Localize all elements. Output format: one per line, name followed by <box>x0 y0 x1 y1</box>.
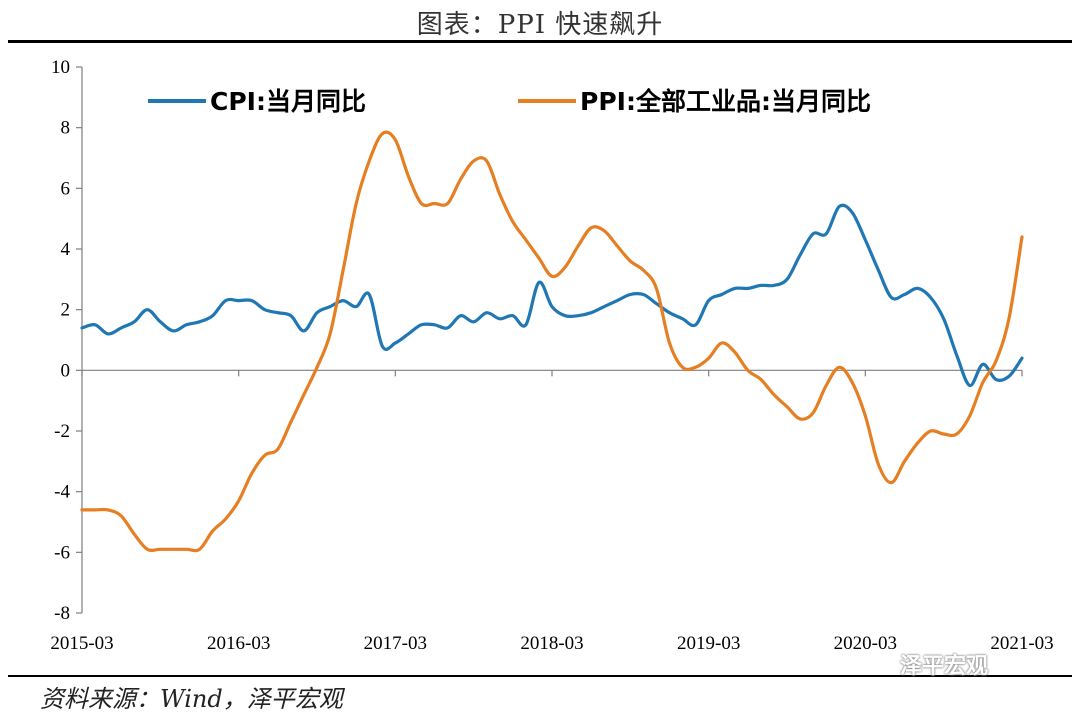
y-tick-label: -6 <box>54 542 70 563</box>
x-axis-ticks: 2015-03 2016-03 2017-03 2018-03 2019-03 2020-… <box>50 370 1054 654</box>
series-line-cpi <box>80 203 1024 388</box>
x-tick-label: 2015-03 <box>50 633 113 654</box>
y-axis-ticks: -8 -6 -4 -2 0 2 4 6 8 10 <box>51 57 82 624</box>
y-tick-label: -2 <box>54 421 70 442</box>
x-tick-label: 2021-03 <box>990 633 1053 654</box>
chart-title: 图表：PPI 快速飙升 <box>416 10 664 40</box>
legend: CPI:当月同比 PPI:全部工业品:当月同比 <box>148 87 871 116</box>
y-tick-label: 2 <box>61 300 71 321</box>
x-tick-label: 2018-03 <box>520 633 583 654</box>
x-tick-label: 2019-03 <box>677 633 740 654</box>
watermark: 泽平宏观 <box>900 654 989 679</box>
y-tick-label: 10 <box>51 57 70 78</box>
y-tick-label: 0 <box>61 360 71 381</box>
x-tick-label: 2020-03 <box>834 633 897 654</box>
legend-label: CPI:当月同比 <box>210 87 366 116</box>
x-tick-label: 2017-03 <box>364 633 427 654</box>
x-tick-label: 2016-03 <box>207 633 270 654</box>
axes <box>81 67 1022 613</box>
top-rule <box>8 40 1072 43</box>
legend-label: PPI:全部工业品:当月同比 <box>580 87 871 116</box>
y-tick-label: 4 <box>61 239 71 260</box>
series-lines <box>80 130 1024 553</box>
y-tick-label: -8 <box>54 603 70 624</box>
bottom-rule <box>8 675 1072 677</box>
y-tick-label: -4 <box>54 482 70 503</box>
source-note: 资料来源：Wind，泽平宏观 <box>40 685 343 713</box>
y-tick-label: 6 <box>61 178 71 199</box>
y-tick-label: 8 <box>61 118 71 139</box>
series-line-ppi <box>80 130 1024 553</box>
